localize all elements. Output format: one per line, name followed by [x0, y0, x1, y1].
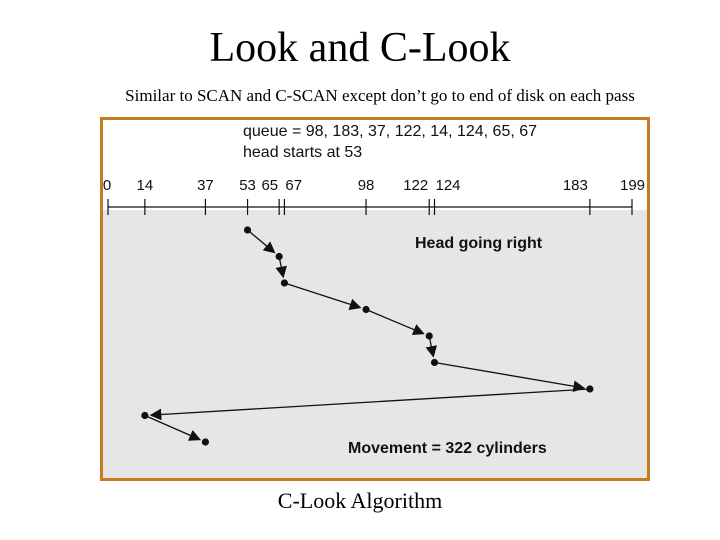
head-move-segment	[144, 414, 202, 441]
axis-tick-label: 98	[358, 177, 375, 194]
axis-tick-label: 53	[239, 177, 256, 194]
axis-tick-label: 122	[403, 177, 428, 194]
head-move-segment	[434, 361, 586, 392]
plot-background	[103, 210, 647, 478]
head-move-segment	[149, 388, 590, 421]
request-point	[362, 305, 370, 314]
slide-subtitle: Similar to SCAN and C-SCAN except don’t …	[125, 86, 635, 105]
direction-label: Head going right	[415, 235, 543, 252]
head-start-text: head starts at 53	[243, 144, 362, 161]
axis-tick-label: 37	[197, 177, 214, 194]
head-move-segment	[247, 229, 276, 254]
axis-tick-label: 65	[261, 177, 278, 194]
head-move-segment	[365, 308, 425, 336]
request-point	[430, 358, 439, 367]
request-point	[586, 385, 594, 393]
request-point	[141, 411, 149, 420]
request-point	[243, 226, 252, 234]
algorithm-figure: queue = 98, 183, 37, 122, 14, 124, 65, 6…	[100, 117, 650, 481]
request-point	[275, 252, 283, 261]
axis-tick-label: 67	[285, 177, 302, 194]
request-point	[201, 438, 210, 446]
figure-caption: C-Look Algorithm	[277, 488, 443, 513]
clook-diagram: queue = 98, 183, 37, 122, 14, 124, 65, 6…	[103, 123, 647, 478]
slide-title: Look and C-Look	[209, 25, 511, 71]
axis-tick-label: 183	[563, 177, 588, 194]
request-point	[425, 332, 433, 340]
axis-tick-label: 124	[436, 177, 461, 194]
axis-tick-label: 14	[137, 177, 154, 194]
axis-tick-label: 0	[103, 177, 111, 194]
movement-label: Movement = 322 cylinders	[348, 440, 547, 457]
axis-tick-label: 199	[620, 177, 645, 194]
queue-text: queue = 98, 183, 37, 122, 14, 124, 65, 6…	[243, 123, 537, 140]
request-point	[280, 279, 289, 287]
head-move-segment	[284, 282, 362, 310]
